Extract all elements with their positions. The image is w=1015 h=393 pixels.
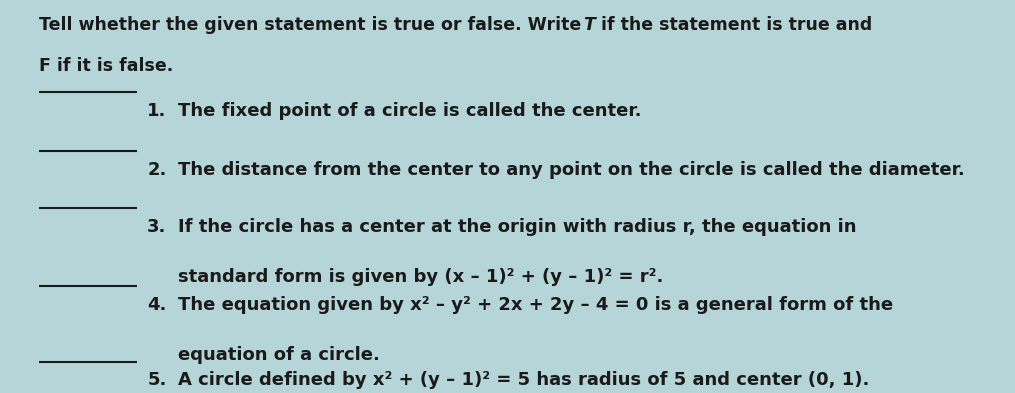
Text: if the statement is true and: if the statement is true and xyxy=(595,16,872,34)
Text: The equation given by x² – y² + 2x + 2y – 4 = 0 is a general form of the: The equation given by x² – y² + 2x + 2y … xyxy=(178,296,893,314)
Text: 1.: 1. xyxy=(147,102,166,120)
Text: The fixed point of a circle is called the center.: The fixed point of a circle is called th… xyxy=(178,102,641,120)
Text: The distance from the center to any point on the circle is called the diameter.: The distance from the center to any poin… xyxy=(178,161,964,179)
Text: If the circle has a center at the origin with radius r, the equation in: If the circle has a center at the origin… xyxy=(178,218,856,236)
Text: F if it is false.: F if it is false. xyxy=(39,57,173,75)
Text: Tell whether the given statement is true or false. Write: Tell whether the given statement is true… xyxy=(39,16,587,34)
Text: A circle defined by x² + (y – 1)² = 5 has radius of 5 and center (0, 1).: A circle defined by x² + (y – 1)² = 5 ha… xyxy=(178,371,869,389)
Text: 4.: 4. xyxy=(147,296,166,314)
Text: T: T xyxy=(584,16,596,34)
Text: equation of a circle.: equation of a circle. xyxy=(178,346,380,364)
Text: 3.: 3. xyxy=(147,218,166,236)
Text: 2.: 2. xyxy=(147,161,166,179)
Text: standard form is given by (x – 1)² + (y – 1)² = r².: standard form is given by (x – 1)² + (y … xyxy=(178,268,663,286)
Text: 5.: 5. xyxy=(147,371,166,389)
